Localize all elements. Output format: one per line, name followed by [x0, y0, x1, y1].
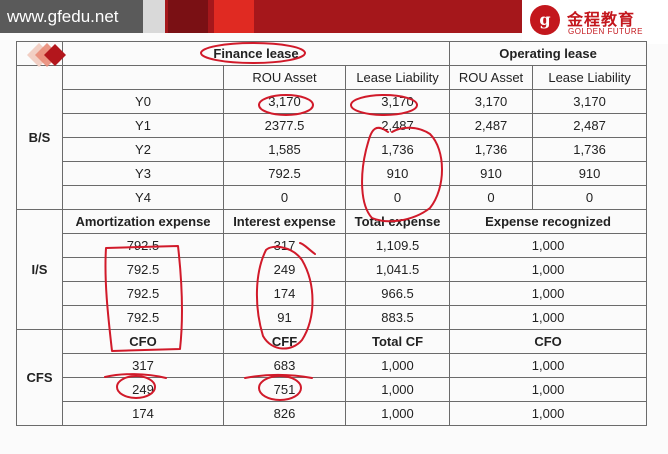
- table-cell: 1,041.5: [344, 257, 451, 282]
- bs-section-label: B/S: [16, 65, 63, 210]
- table-cell: 3,170: [223, 89, 346, 114]
- table-cell: 249: [223, 257, 346, 282]
- cff-683-circle: [258, 375, 302, 401]
- year-label: Y1: [62, 113, 224, 138]
- column-header: ROU Asset: [223, 65, 346, 90]
- table-cell: 1,736: [532, 137, 648, 162]
- lease-comparison-table: Finance lease Operating lease B/S ROU As…: [16, 41, 648, 426]
- column-header: Lease Liability: [532, 65, 648, 90]
- table-cell: 792.5: [223, 161, 346, 186]
- table-cell: 1,736: [449, 137, 534, 162]
- table-cell: 0: [449, 185, 534, 210]
- column-header: Lease Liability: [344, 65, 451, 90]
- table-cell: 826: [223, 401, 346, 426]
- lease-liability-column-loop: [361, 126, 443, 223]
- table-cell: 174: [62, 401, 224, 426]
- table-cell: 792.5: [62, 257, 224, 282]
- table-cell: 1,000: [344, 377, 451, 402]
- banner-stripe: [214, 0, 254, 33]
- table-cell: 3,170: [449, 89, 534, 114]
- operating-lease-header: Operating lease: [449, 41, 648, 66]
- table-cell: 0: [532, 185, 648, 210]
- year-label: Y0: [62, 89, 224, 114]
- finance-lease-circle: [200, 42, 306, 64]
- table-cell: 1,000: [449, 233, 648, 258]
- table-cell: 1,000: [449, 257, 648, 282]
- table-cell: 1,000: [449, 281, 648, 306]
- table-cell: 683: [223, 353, 346, 378]
- table-cell: 0: [223, 185, 346, 210]
- column-header: Amortization expense: [62, 209, 224, 234]
- table-cell: 1,585: [223, 137, 346, 162]
- table-cell: 910: [344, 161, 451, 186]
- table-cell: 792.5: [62, 281, 224, 306]
- table-cell: 2,487: [449, 113, 534, 138]
- cff-underline: [244, 374, 313, 379]
- cfo-underline: [104, 373, 167, 379]
- table-cell: 792.5: [62, 233, 224, 258]
- table-cell: 1,000: [344, 401, 451, 426]
- year-header-cell: [62, 65, 224, 90]
- table-cell: 2377.5: [223, 113, 346, 138]
- table-cell: 792.5: [62, 305, 224, 330]
- cfo-317-circle: [116, 375, 156, 399]
- column-header: Total expense: [344, 209, 451, 234]
- table-cell: 1,000: [449, 401, 648, 426]
- amortization-column-box: [104, 245, 184, 352]
- table-cell: 1,000: [344, 353, 451, 378]
- table-cell: 751: [223, 377, 346, 402]
- brand-chinese-name: 金程教育: [567, 10, 636, 29]
- table-cell: 3,170: [532, 89, 648, 114]
- table-cell: 1,000: [449, 353, 648, 378]
- finance-lease-header: Finance lease: [61, 41, 451, 66]
- interest-expense-pointer: [299, 242, 316, 255]
- year-label: Y3: [62, 161, 224, 186]
- rou-asset-y0-circle: [258, 94, 314, 116]
- year-label: Y4: [62, 185, 224, 210]
- table-cell: 1,000: [449, 377, 648, 402]
- decorative-diamonds-icon: [27, 43, 66, 67]
- banner-stripe: [168, 0, 208, 33]
- table-cell: 1,109.5: [344, 233, 451, 258]
- site-url[interactable]: www.gfedu.net: [0, 0, 143, 33]
- column-header: Expense recognized: [449, 209, 648, 234]
- banner-stripe: [143, 0, 165, 33]
- brand-logo: g 金程教育 GOLDEN FUTURE: [522, 0, 668, 44]
- table-cell: 2,487: [532, 113, 648, 138]
- brand-seal-icon: g: [530, 5, 560, 35]
- interest-expense-loop: [256, 245, 314, 350]
- column-header: ROU Asset: [449, 65, 534, 90]
- table-cell: 966.5: [344, 281, 451, 306]
- table-cell: 910: [532, 161, 648, 186]
- brand-english-name: GOLDEN FUTURE: [568, 27, 643, 36]
- column-header: CFO: [449, 329, 648, 354]
- lease-liability-y0-circle: [350, 94, 418, 116]
- is-section-label: I/S: [16, 209, 63, 330]
